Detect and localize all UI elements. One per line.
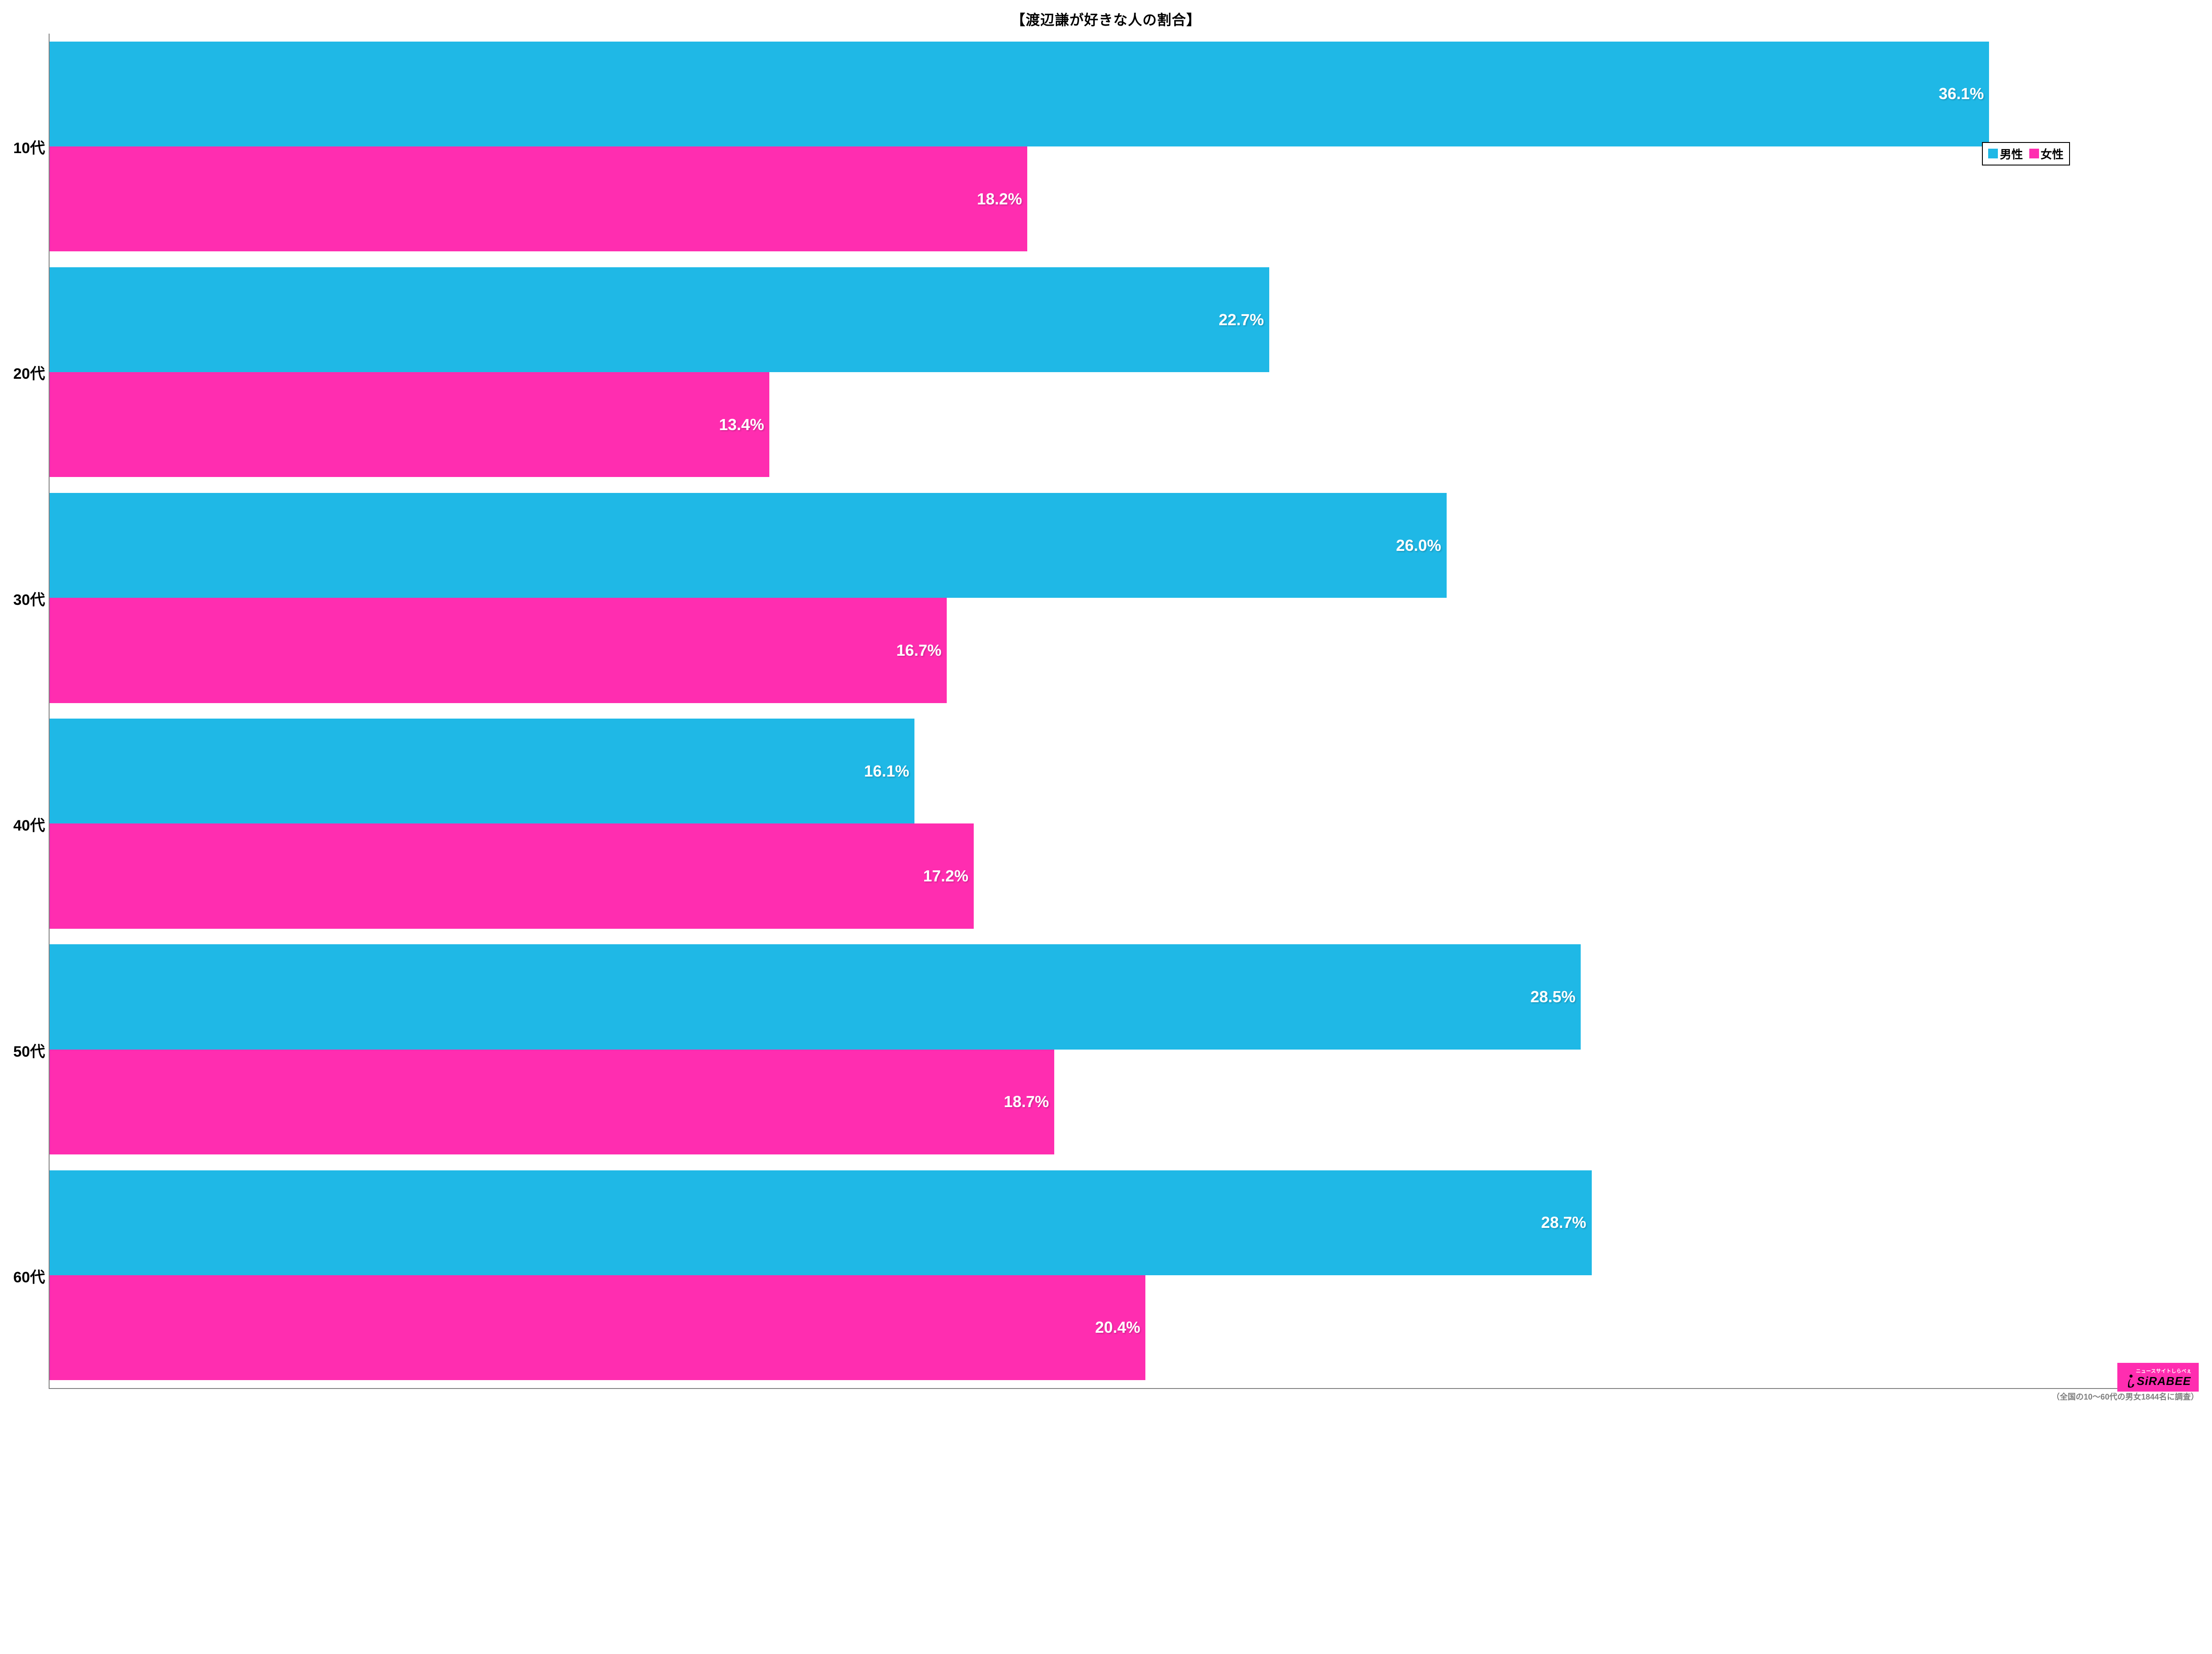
bar-10s-male: 36.1% [50, 42, 1989, 146]
bar-group-60s: 28.7% 20.4% [50, 1162, 2199, 1388]
legend-label-female: 女性 [2041, 146, 2064, 162]
category-label-20s: 20代 [13, 362, 45, 383]
bar-row-60s-male: 28.7% [50, 1170, 2199, 1275]
bar-value-50s-male: 28.5% [1530, 988, 1575, 1006]
bar-row-10s-female: 18.2% [50, 146, 2199, 251]
chart-footer: ニュースサイトしらべぇ SiRABEE （全国の10〜60代の男女1844名に調… [13, 1391, 2199, 1402]
bar-value-30s-female: 16.7% [896, 641, 941, 660]
legend-swatch-female [2029, 149, 2039, 158]
footer-note: （全国の10〜60代の男女1844名に調査） [2052, 1391, 2199, 1402]
sirabee-logo-main: SiRABEE [2124, 1374, 2191, 1388]
bar-value-20s-female: 13.4% [719, 415, 764, 434]
bar-row-50s-male: 28.5% [50, 944, 2199, 1049]
category-label-30s: 30代 [13, 588, 45, 609]
bar-value-40s-female: 17.2% [923, 867, 968, 885]
bar-row-30s-female: 16.7% [50, 598, 2199, 703]
bar-value-60s-female: 20.4% [1095, 1318, 1140, 1337]
bar-group-10s: 36.1% 18.2% [50, 34, 2199, 259]
bar-value-60s-male: 28.7% [1541, 1213, 1586, 1232]
legend-swatch-male [1988, 149, 1998, 158]
bar-40s-female: 17.2% [50, 823, 974, 928]
sirabee-logo-icon [2124, 1374, 2136, 1388]
category-label-40s: 40代 [13, 813, 45, 835]
bar-value-10s-male: 36.1% [1939, 85, 1984, 103]
bar-30s-male: 26.0% [50, 493, 1447, 598]
bar-40s-male: 16.1% [50, 719, 914, 823]
sirabee-logo-subtext: ニュースサイトしらべぇ [2136, 1367, 2192, 1374]
bar-row-40s-male: 16.1% [50, 719, 2199, 823]
bar-20s-female: 13.4% [50, 372, 769, 477]
bar-20s-male: 22.7% [50, 267, 1269, 372]
bar-10s-female: 18.2% [50, 146, 1027, 251]
legend-label-male: 男性 [2000, 146, 2023, 162]
bar-value-50s-female: 18.7% [1004, 1092, 1049, 1111]
category-label-60s: 60代 [13, 1265, 45, 1287]
bar-60s-male: 28.7% [50, 1170, 1592, 1275]
bar-group-40s: 16.1% 17.2% [50, 711, 2199, 936]
bar-row-50s-female: 18.7% [50, 1050, 2199, 1154]
bar-row-60s-female: 20.4% [50, 1275, 2199, 1380]
bar-30s-female: 16.7% [50, 598, 947, 703]
bar-row-20s-male: 22.7% [50, 267, 2199, 372]
bar-50s-female: 18.7% [50, 1050, 1054, 1154]
legend: 男性 女性 [1982, 142, 2070, 165]
bar-group-50s: 28.5% 18.7% [50, 937, 2199, 1162]
bar-row-10s-male: 36.1% [50, 42, 2199, 146]
bar-group-20s: 22.7% 13.4% [50, 259, 2199, 485]
category-label-50s: 50代 [13, 1039, 45, 1061]
category-label-10s: 10代 [13, 136, 45, 158]
bar-row-20s-female: 13.4% [50, 372, 2199, 477]
bar-row-30s-male: 26.0% [50, 493, 2199, 598]
bar-60s-female: 20.4% [50, 1275, 1146, 1380]
sirabee-logo-badge: ニュースサイトしらべぇ SiRABEE [2117, 1363, 2199, 1392]
y-axis-labels: 10代 20代 30代 40代 50代 60代 [13, 34, 49, 1389]
bar-row-40s-female: 17.2% [50, 823, 2199, 928]
chart-title: 【渡辺謙が好きな人の割合】 [13, 9, 2199, 29]
bar-value-20s-male: 22.7% [1219, 311, 1264, 329]
legend-item-female: 女性 [2029, 146, 2064, 162]
bar-50s-male: 28.5% [50, 944, 1581, 1049]
bar-group-30s: 26.0% 16.7% [50, 485, 2199, 711]
sirabee-logo-text: SiRABEE [2137, 1374, 2191, 1388]
chart-container: 【渡辺謙が好きな人の割合】 10代 20代 30代 40代 50代 60代 男性… [13, 9, 2199, 1402]
chart-body: 10代 20代 30代 40代 50代 60代 男性 女性 36 [13, 34, 2199, 1389]
bar-value-40s-male: 16.1% [864, 762, 909, 781]
legend-item-male: 男性 [1988, 146, 2023, 162]
bar-value-10s-female: 18.2% [977, 190, 1022, 208]
plot-area: 男性 女性 36.1% 18.2% 22.7% [49, 34, 2199, 1389]
bar-value-30s-male: 26.0% [1396, 536, 1441, 555]
